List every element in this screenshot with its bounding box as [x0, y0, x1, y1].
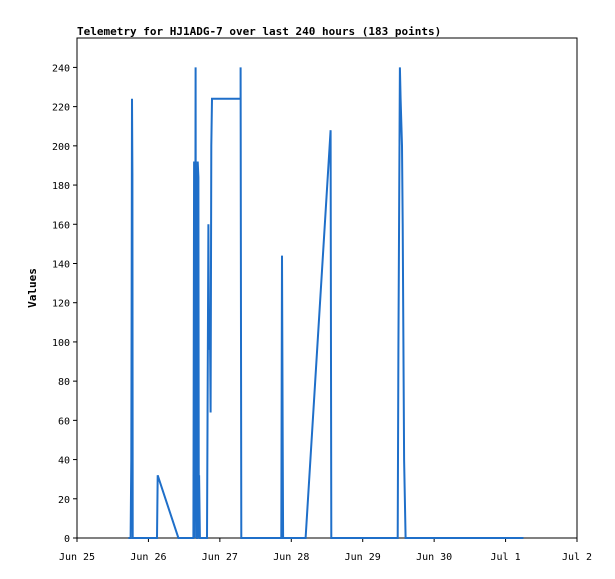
- y-tick-label: 100: [52, 338, 70, 349]
- y-tick-label: 220: [52, 103, 70, 114]
- y-tick-label: 60: [58, 416, 70, 427]
- plot-frame: [76, 37, 578, 539]
- y-tick-label: 240: [52, 63, 70, 74]
- y-tick-label: 140: [52, 259, 70, 270]
- chart-title: Telemetry for HJ1ADG-7 over last 240 hou…: [77, 25, 441, 38]
- series-line: [128, 67, 524, 539]
- y-tick-label: 160: [52, 220, 70, 231]
- x-tick-label: Jun 29: [345, 552, 381, 563]
- x-tick-label: Jun 25: [59, 552, 95, 563]
- x-tick-label: Jun 28: [273, 552, 309, 563]
- y-tick-label: 80: [58, 377, 70, 388]
- y-tick-label: 20: [58, 495, 70, 506]
- x-axis: Jun 25 Jun 26 Jun 27 Jun 28 Jun 29 Jun 30 Jul …: [59, 538, 592, 563]
- y-tick-label: 0: [64, 534, 70, 545]
- y-tick-label: 120: [52, 299, 70, 310]
- x-tick-label: Jul 1: [491, 552, 521, 563]
- y-tick-label: 40: [58, 456, 70, 467]
- x-tick-label: Jul 2: [562, 552, 592, 563]
- x-tick-label: Jun 26: [130, 552, 166, 563]
- x-tick-label: Jun 30: [416, 552, 452, 563]
- plot-area: [128, 67, 524, 539]
- y-axis-label: Values: [26, 268, 39, 308]
- y-axis: 0 20 40 60 80 100 120 140 160 180 200 220 240: [52, 63, 77, 545]
- x-tick-label: Jun 27: [202, 552, 238, 563]
- y-tick-label: 200: [52, 142, 70, 153]
- y-tick-label: 180: [52, 181, 70, 192]
